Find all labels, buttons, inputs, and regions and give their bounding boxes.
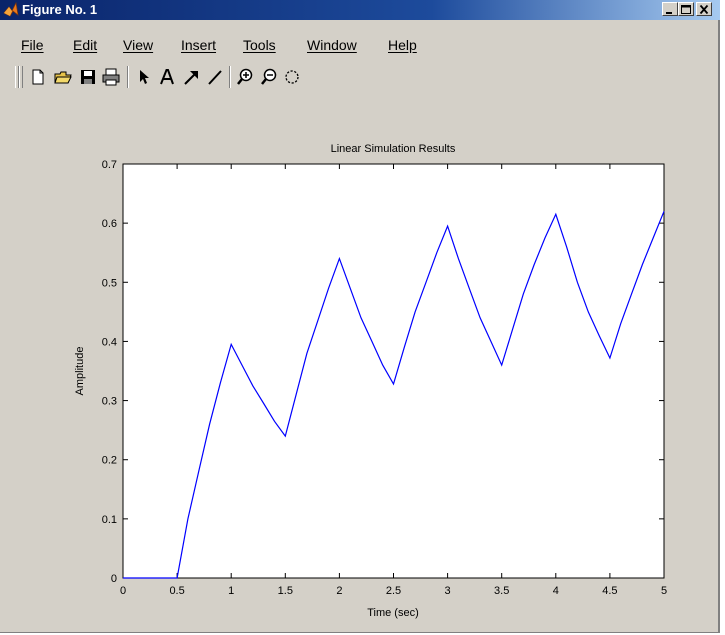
chart-title: Linear Simulation Results (331, 143, 456, 155)
x-tick-label: 3.5 (494, 585, 509, 597)
blank-page-icon (32, 69, 44, 85)
title-bar[interactable]: Figure No. 1 (0, 0, 720, 20)
toolbar-separator (229, 66, 231, 88)
y-tick-label: 0.7 (102, 159, 117, 171)
folder-open-icon (54, 71, 72, 84)
close-button[interactable] (696, 2, 712, 16)
axes-box (122, 163, 665, 579)
y-tick-label: 0 (111, 573, 117, 585)
y-tick-label: 0.3 (102, 396, 117, 408)
x-axis-label: Time (sec) (367, 607, 419, 619)
x-tick-label: 3 (445, 585, 451, 597)
x-tick-label: 2 (336, 585, 342, 597)
menu-view[interactable]: View (123, 37, 154, 53)
x-tick-label: 5 (661, 585, 667, 597)
insert-arrow-button[interactable] (181, 67, 201, 87)
maximize-button[interactable] (678, 2, 694, 16)
floppy-disk-icon (81, 70, 95, 84)
x-tick-label: 2.5 (386, 585, 401, 597)
y-tick-label: 0.2 (102, 455, 117, 467)
y-axis-label: Amplitude (74, 347, 86, 396)
rotate-icon (285, 70, 299, 84)
menu-help[interactable]: Help (388, 37, 417, 53)
menu-window[interactable]: Window (307, 37, 357, 53)
edit-plot-button[interactable] (134, 67, 154, 87)
window-title: Figure No. 1 (22, 2, 98, 17)
simulation-response-line (123, 211, 665, 579)
zoom-in-icon (237, 68, 253, 85)
menu-bar: File Edit View Insert Tools Window Help (0, 34, 720, 56)
save-button[interactable] (78, 67, 98, 87)
plot-area[interactable] (123, 164, 664, 578)
menu-file[interactable]: File (21, 37, 44, 53)
letter-a-icon (160, 69, 174, 85)
x-tick-label: 4 (553, 585, 559, 597)
minimize-button[interactable] (662, 2, 678, 16)
figure-toolbar (0, 62, 720, 90)
printer-icon (102, 68, 120, 86)
x-tick-label: 1.5 (278, 585, 293, 597)
close-icon (699, 4, 709, 15)
insert-text-button[interactable] (157, 67, 177, 87)
x-tick-label: 4.5 (602, 585, 617, 597)
arrow-pointer-icon (140, 70, 149, 84)
plot-series-group (123, 211, 665, 579)
minimize-icon (666, 12, 672, 14)
toolbar-separator (127, 66, 129, 88)
maximize-icon (681, 5, 691, 14)
y-tick-label: 0.6 (102, 218, 117, 230)
axis-tick-labels: 0 0.5 1 1.5 2 2.5 3 3.5 4 4.5 5 0 0.1 0.2 0.3 0.4 0.5 0.6… (102, 159, 667, 597)
y-tick-label: 0.5 (102, 277, 117, 289)
x-tick-label: 0.5 (169, 585, 184, 597)
x-tick-label: 1 (228, 585, 234, 597)
y-tick-label: 0.1 (102, 514, 117, 526)
zoom-in-button[interactable] (235, 67, 255, 87)
toolbar-grip[interactable] (19, 66, 23, 88)
diagonal-arrow-icon (184, 71, 198, 85)
zoom-out-button[interactable] (259, 67, 279, 87)
insert-line-button[interactable] (205, 67, 225, 87)
y-tick-label: 0.4 (102, 336, 117, 348)
new-figure-button[interactable] (28, 67, 48, 87)
open-file-button[interactable] (53, 67, 73, 87)
print-button[interactable] (101, 67, 121, 87)
diagonal-line-icon (208, 70, 222, 85)
rotate-3d-button[interactable] (282, 67, 302, 87)
matlab-logo-icon (3, 2, 19, 17)
zoom-out-icon (261, 68, 277, 85)
menu-edit[interactable]: Edit (73, 37, 98, 53)
x-tick-label: 0 (120, 585, 126, 597)
menu-tools[interactable]: Tools (243, 37, 276, 53)
toolbar-grip[interactable] (15, 66, 19, 88)
menu-insert[interactable]: Insert (181, 37, 217, 53)
